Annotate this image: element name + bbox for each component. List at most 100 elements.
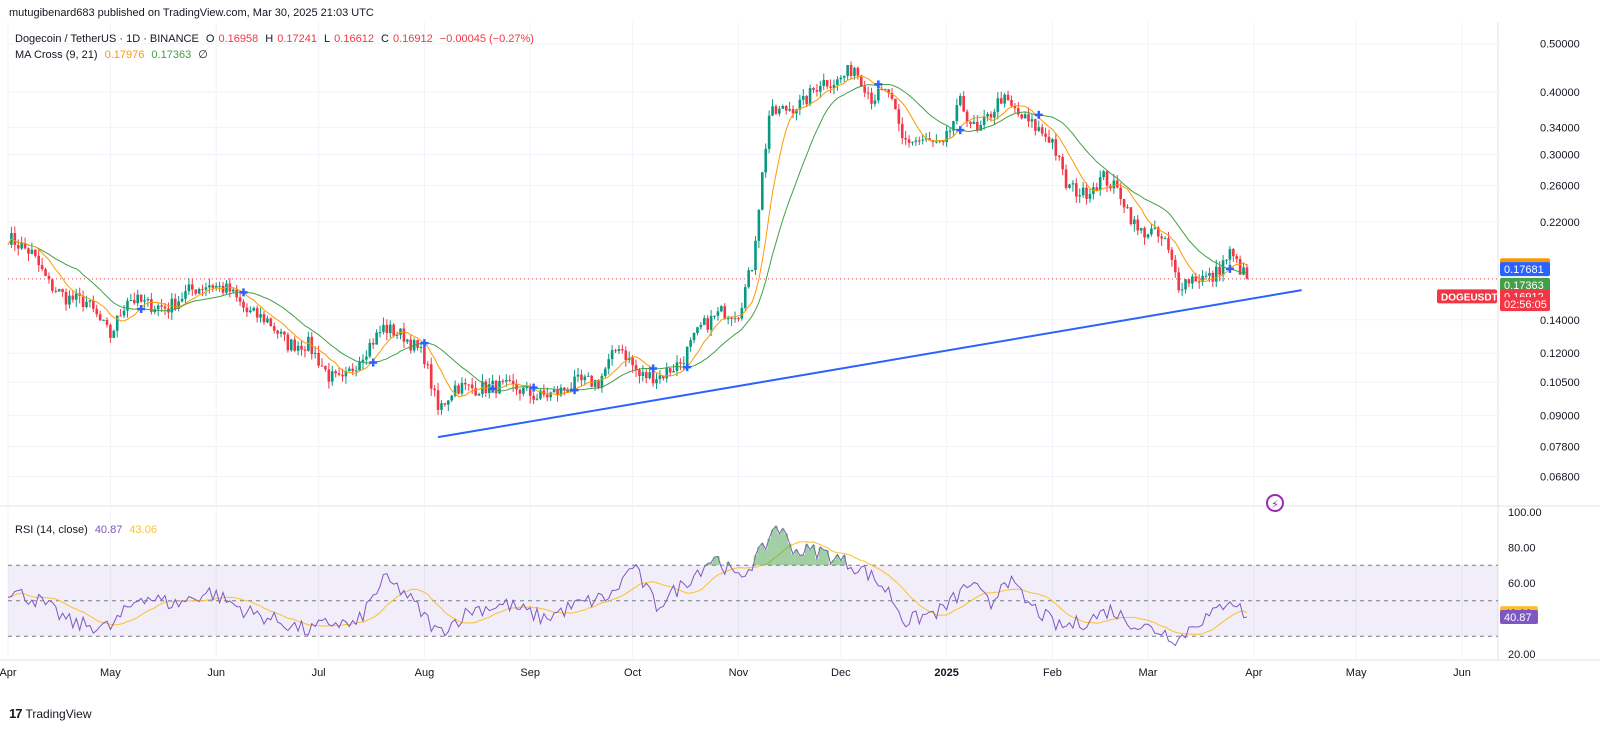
moving-averages: [7, 75, 1248, 398]
candle-body: [1242, 267, 1245, 275]
candle-body: [853, 67, 856, 76]
time-tick-label: Nov: [729, 667, 749, 679]
legend-symbol-row: Dogecoin / TetherUS · 1D · BINANCE O 0.16…: [15, 31, 538, 47]
rsi-value-box: [1500, 609, 1538, 624]
candle-body: [597, 379, 600, 388]
candle-body: [576, 374, 580, 377]
candle-body: [740, 307, 744, 319]
candle-body: [235, 289, 238, 298]
candle-body: [44, 269, 47, 276]
time-tick-label: Mar: [1139, 667, 1158, 679]
rsi-legend: RSI (14, close) 40.87 43.06: [15, 524, 161, 536]
candle-body: [1208, 272, 1211, 276]
candle-body: [1177, 272, 1181, 291]
candle-body: [286, 334, 290, 351]
rsi-tick-label: 80.00: [1508, 543, 1536, 555]
candle-body: [132, 299, 136, 304]
candle-body: [262, 314, 266, 323]
candle-body: [68, 295, 71, 305]
candle-body: [498, 380, 501, 394]
candle-body: [453, 385, 457, 396]
ma-cross-markers: [137, 80, 1234, 395]
candle-body: [1204, 275, 1208, 277]
candle-body: [440, 403, 443, 410]
candle-body: [13, 233, 17, 245]
time-tick-label: Jun: [207, 667, 225, 679]
price-tick-label: 0.34000: [1540, 122, 1580, 134]
candle-body: [1034, 119, 1037, 131]
candle-body: [1010, 99, 1013, 106]
candle-body: [501, 380, 505, 382]
candle-body: [1075, 183, 1078, 197]
symbol-badge-text: DOGEUSDT: [1441, 292, 1498, 303]
rsi-tick-label: 100.00: [1508, 507, 1542, 519]
candle-body: [883, 89, 887, 91]
candle-body: [1003, 94, 1006, 104]
candle-body: [477, 394, 481, 396]
legend-ma-row: MA Cross (9, 21) 0.17976 0.17363 ∅: [15, 47, 538, 63]
symbol-title[interactable]: Dogecoin / TetherUS · 1D · BINANCE: [15, 33, 199, 45]
candle-body: [245, 307, 249, 313]
candle-body: [474, 388, 477, 396]
candle-body: [348, 368, 351, 372]
candle-body: [904, 138, 907, 140]
candle-body: [658, 375, 662, 380]
candle-body: [699, 324, 703, 328]
candle-body: [907, 139, 911, 143]
candle-body: [1139, 228, 1143, 231]
candle-body: [368, 342, 372, 357]
candle-body: [330, 371, 334, 382]
candle-body: [361, 359, 365, 362]
cross-marker: [529, 383, 538, 392]
candle-body: [160, 305, 163, 307]
ma-cross-title[interactable]: MA Cross (9, 21): [15, 49, 98, 61]
candle-body: [921, 139, 925, 141]
candle-body: [1105, 171, 1109, 186]
cross-marker: [956, 126, 965, 135]
candle-body: [429, 364, 433, 389]
candle-body: [535, 398, 539, 400]
candle-body: [173, 298, 177, 309]
candle-body: [965, 111, 969, 122]
cross-marker: [239, 288, 248, 297]
candle-body: [1126, 207, 1129, 209]
candle-body: [668, 368, 672, 373]
candle-body: [457, 385, 460, 394]
candle-body: [1170, 249, 1174, 260]
rsi-title[interactable]: RSI (14, close): [15, 524, 88, 536]
candle-body: [692, 332, 696, 341]
candle-body: [931, 140, 935, 142]
candle-body: [863, 86, 866, 93]
candle-body: [522, 387, 525, 394]
time-tick-label: Dec: [831, 667, 851, 679]
candle-body: [511, 380, 515, 385]
candle-body: [819, 85, 822, 92]
candle-body: [187, 284, 191, 292]
candle-body: [795, 109, 798, 114]
candle-body: [859, 75, 863, 87]
candle-body: [341, 374, 344, 377]
trendline[interactable]: [437, 289, 1302, 439]
rsi-lines: [7, 525, 1248, 647]
candle-body: [808, 88, 812, 105]
rsi-tick-label: 20.00: [1508, 649, 1536, 661]
candle-body: [1232, 249, 1235, 257]
candle-body: [382, 324, 385, 333]
candle-body: [81, 295, 85, 307]
time-tick-label: Jun: [1453, 667, 1471, 679]
candle-body: [621, 349, 624, 351]
candle-body: [300, 345, 303, 350]
candle-body: [484, 381, 488, 394]
candle-body: [627, 357, 631, 361]
candle-body: [269, 318, 273, 327]
candle-body: [1078, 195, 1082, 197]
candle-body: [150, 299, 153, 313]
candle-body: [191, 284, 194, 290]
candle-body: [723, 306, 727, 320]
candle-body: [47, 275, 51, 280]
candle-body: [1225, 259, 1228, 261]
tradingview-brand[interactable]: 17 TradingView: [9, 706, 92, 721]
open-value: 0.16958: [218, 33, 259, 45]
lightning-icon[interactable]: ⚡: [1266, 494, 1284, 512]
